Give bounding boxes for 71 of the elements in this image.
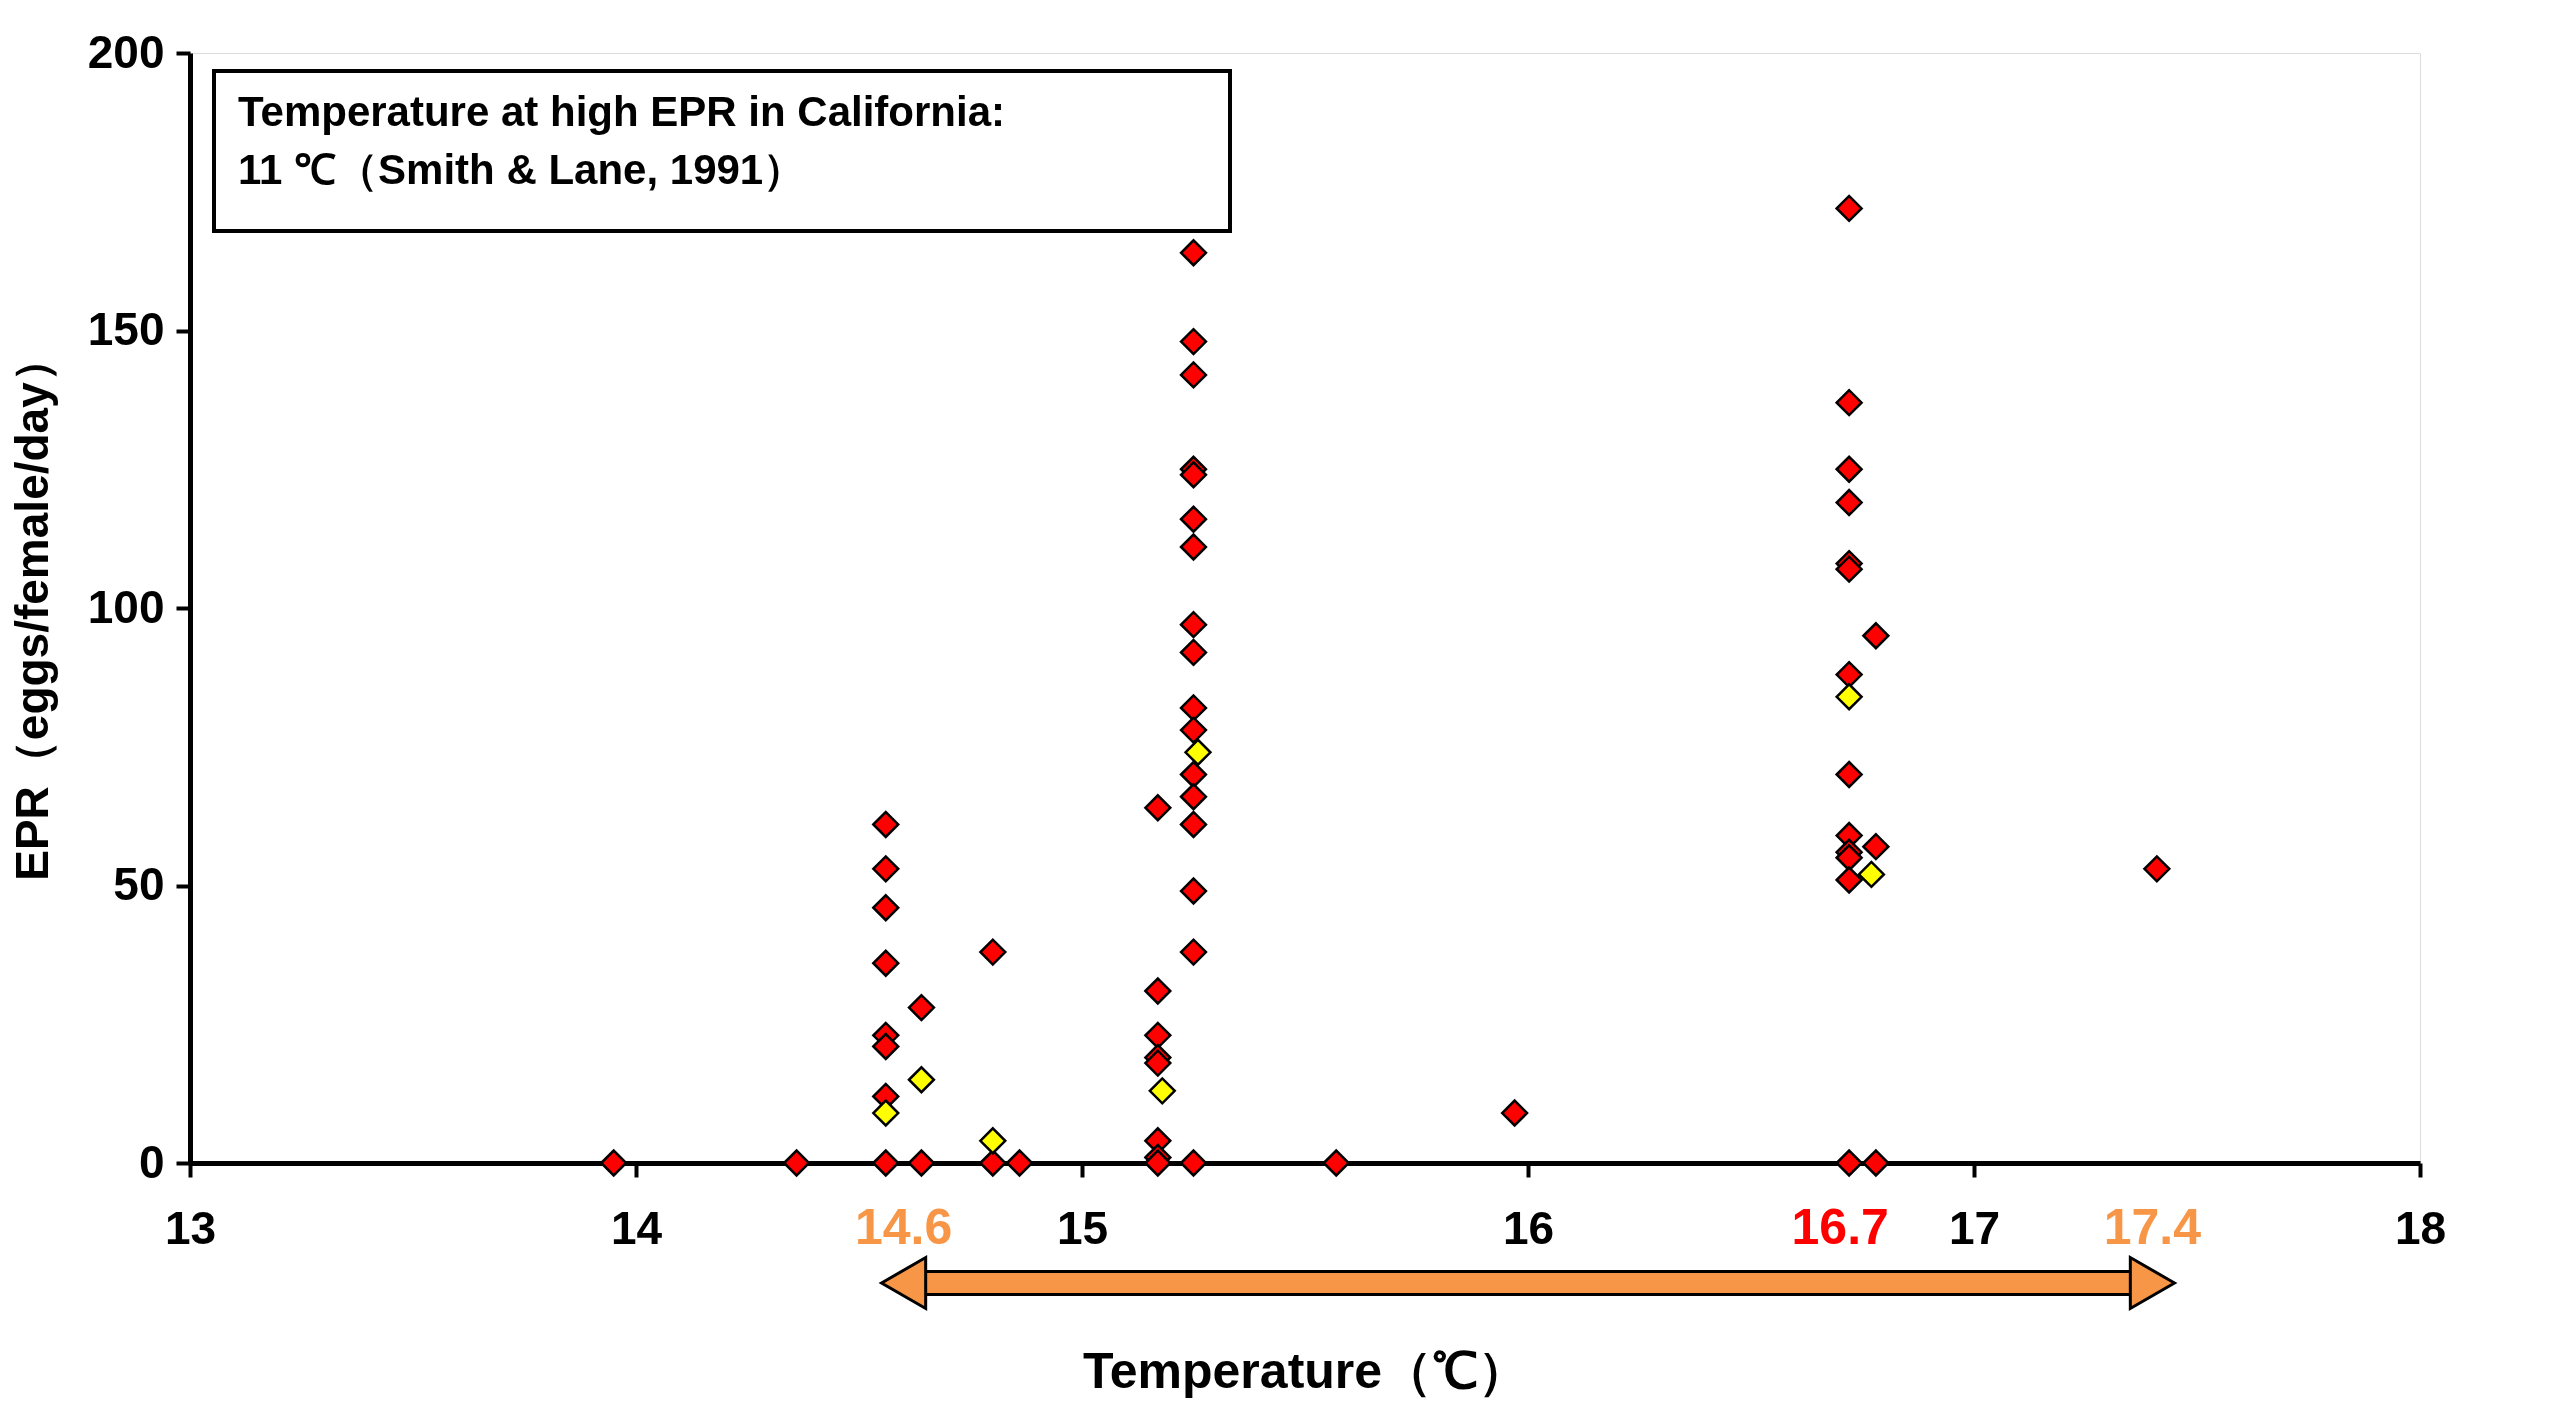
point [1179, 461, 1208, 489]
y-tick-label: 200 [87, 25, 165, 78]
point [1144, 977, 1172, 1005]
point [872, 894, 900, 922]
point [872, 1032, 900, 1061]
point [1179, 327, 1208, 356]
y-tick-label: 50 [113, 858, 165, 910]
point [1857, 860, 1886, 889]
point [1835, 388, 1863, 417]
point [1179, 716, 1208, 744]
point [979, 1149, 1007, 1177]
y-tick-label: 150 [87, 303, 165, 355]
point [1179, 1149, 1208, 1177]
point [1179, 810, 1208, 839]
x-tick-label: 13 [164, 1201, 217, 1254]
x-tick-label: 15 [1056, 1201, 1109, 1254]
point [1835, 555, 1863, 583]
point [907, 1149, 936, 1177]
point [782, 1149, 811, 1177]
point [1179, 694, 1208, 722]
text: 17.4 [2103, 1199, 2202, 1255]
point [907, 1066, 936, 1094]
point [1835, 488, 1863, 517]
text: 14.6 [854, 1199, 953, 1255]
point [1144, 1049, 1172, 1077]
point [872, 855, 900, 883]
x-axis-title: Temperature（℃） [1082, 1342, 1529, 1399]
point [1862, 1149, 1890, 1177]
annotation: Temperature at high EPR in California: 11 ℃（Smith & Lane, 1991） [238, 88, 1005, 193]
x-tick-label: 18 [2394, 1201, 2447, 1254]
point [1835, 194, 1863, 223]
point [872, 1149, 900, 1177]
point [2143, 855, 2171, 883]
y-tick-label: 100 [87, 580, 165, 633]
point [1179, 877, 1208, 905]
point [1862, 832, 1890, 861]
point [1184, 738, 1212, 766]
point [600, 1149, 628, 1177]
point [1144, 1149, 1172, 1177]
point [1835, 844, 1863, 872]
point [1322, 1149, 1350, 1177]
y-axis-title: EPR（eggs/female/day） [5, 336, 58, 881]
point [1862, 622, 1890, 650]
y-tick-label: 0 [138, 1135, 165, 1188]
x-tick-label: 17 [1948, 1201, 2001, 1254]
point [1179, 638, 1208, 667]
point [872, 949, 900, 977]
point [872, 810, 900, 839]
point [907, 993, 936, 1022]
point [1179, 938, 1208, 966]
text: 16.7 [1791, 1199, 1889, 1255]
point [1500, 1099, 1529, 1127]
point [1179, 505, 1208, 533]
point [979, 1127, 1007, 1155]
point [1835, 1149, 1863, 1177]
point [1179, 783, 1208, 811]
point [1179, 533, 1208, 561]
point [1005, 1149, 1034, 1177]
point [872, 1099, 900, 1127]
point [979, 938, 1007, 966]
point [1144, 794, 1172, 822]
point [1835, 760, 1863, 789]
x-tick-label: 14 [610, 1201, 663, 1254]
point [1179, 239, 1208, 267]
point [1179, 361, 1208, 389]
point [1835, 866, 1863, 894]
point [1835, 455, 1863, 483]
point [1179, 610, 1208, 639]
x-tick-label: 16 [1502, 1201, 1555, 1254]
point [1148, 1077, 1176, 1105]
point [1835, 683, 1863, 711]
